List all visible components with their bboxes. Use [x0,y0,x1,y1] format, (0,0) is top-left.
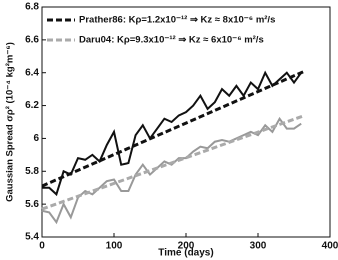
x-tick-label: 0 [39,241,45,252]
x-tick-label: 100 [106,241,123,252]
x-tick-label: 300 [250,241,267,252]
y-tick-label: 5.6 [25,199,39,210]
y-tick-label: 6.2 [25,100,39,111]
legend-label: Daru04: Kρ=9.3x10⁻¹² ⇒ Kz ≈ 6x10⁻⁶ m²/s [79,35,264,46]
y-tick-label: 6.6 [25,34,39,45]
y-tick-label: 6.8 [25,2,39,13]
y-tick-label: 6 [33,133,39,144]
y-axis-label: Gaussian Spread σρ² (10⁻⁴ kg²m⁻⁶) [5,42,16,202]
y-tick-label: 5.4 [25,232,39,243]
series-line [41,69,306,188]
series-line [42,70,303,197]
x-tick-label: 400 [322,241,338,252]
y-tick-label: 6.4 [25,67,39,78]
series-line [41,116,302,225]
legend-label: Prather86: Kρ=1.2x10⁻¹² ⇒ Kz ≈ 8x10⁻⁶ m²… [79,15,275,26]
series-line [41,114,306,211]
y-tick-label: 5.8 [25,166,39,177]
x-tick-label: 200 [178,241,195,252]
x-axis-label: Time (days) [158,248,213,259]
